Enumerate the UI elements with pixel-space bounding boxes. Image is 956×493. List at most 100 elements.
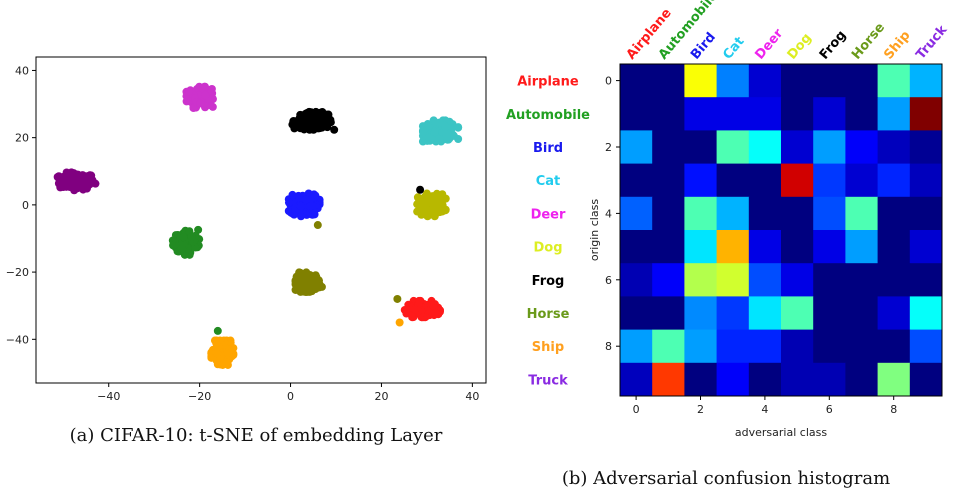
scatter-cluster [168, 225, 204, 259]
y-tick-label: 0 [605, 75, 612, 88]
heatmap-cell [748, 196, 782, 231]
heatmap-cell [652, 263, 685, 297]
scatter-point [187, 232, 196, 241]
column-class-label: Truck [913, 22, 950, 62]
scatter-x-ticks: −40 −20 0 20 40 [97, 383, 479, 403]
scatter-point [299, 285, 308, 294]
heatmap-cell [716, 97, 750, 131]
heatmap-cell [845, 263, 879, 297]
scatter-point [212, 339, 221, 348]
heatmap-cell [684, 64, 718, 98]
scatter-point [59, 183, 68, 192]
heatmap-cell [748, 230, 782, 264]
heatmap-cell [813, 362, 846, 397]
heatmap-cell [652, 230, 685, 264]
heatmap-cell [813, 196, 846, 231]
heatmap-cell [813, 230, 846, 264]
scatter-cluster [284, 189, 324, 221]
y-tick-label: 20 [15, 132, 29, 145]
heatmap-cell [909, 196, 943, 231]
scatter-point [449, 131, 458, 140]
heatmap-cell [877, 97, 911, 131]
heatmap-cell [909, 296, 943, 331]
heatmap-cell [748, 130, 782, 165]
scatter-point [53, 172, 62, 181]
heatmap-cell [845, 196, 879, 231]
x-tick-label: 4 [761, 403, 768, 416]
heatmap-cell [781, 97, 814, 131]
scatter-point [435, 118, 444, 127]
scatter-point [418, 126, 427, 135]
heatmap-cell [877, 230, 911, 264]
scatter-point [410, 305, 419, 314]
scatter-point [60, 176, 69, 185]
column-class-label: Bird [688, 30, 719, 63]
heatmap-frame [619, 63, 943, 397]
scatter-point [441, 194, 450, 203]
heatmap-cell [620, 329, 653, 364]
column-class-label: Frog [817, 28, 850, 63]
heatmap-cell [748, 329, 782, 364]
heatmap-caption: (b) Adversarial confusion histogram [562, 468, 890, 489]
heatmap-cell [813, 263, 846, 297]
heatmap-cell [652, 130, 685, 165]
scatter-point [213, 326, 222, 335]
scatter-cluster [291, 268, 326, 296]
scatter-point [431, 308, 440, 317]
heatmap-cell [813, 163, 846, 198]
scatter-point [201, 82, 210, 91]
heatmap-cell [877, 196, 911, 231]
heatmap-cell [620, 362, 653, 397]
heatmap-cells [620, 64, 943, 397]
x-tick-label: 8 [890, 403, 897, 416]
scatter-point [301, 109, 310, 118]
scatter-points [53, 82, 463, 369]
heatmap-cell [781, 230, 814, 264]
heatmap-cell [909, 263, 943, 297]
heatmap-x-ticks: 0 2 4 6 8 [633, 396, 897, 416]
row-class-label: Deer [531, 207, 566, 222]
scatter-point [310, 190, 319, 199]
heatmap-cell [845, 97, 879, 131]
scatter-point [79, 175, 88, 184]
scatter-point [295, 194, 304, 203]
heatmap-x-axis-label: adversarial class [735, 426, 827, 439]
scatter-point [294, 115, 303, 124]
heatmap-cell [620, 130, 653, 165]
heatmap-cell [909, 130, 943, 165]
scatter-point [427, 135, 436, 144]
y-tick-label: 6 [605, 274, 612, 287]
scatter-point [454, 123, 463, 132]
heatmap-cell [652, 64, 685, 98]
heatmap-cell [620, 163, 653, 198]
scatter-cluster [400, 296, 444, 322]
scatter-point [310, 276, 319, 285]
heatmap-cell [813, 64, 846, 98]
scatter-caption: (a) CIFAR-10: t-SNE of embedding Layer [70, 425, 443, 446]
heatmap-cell [909, 329, 943, 364]
scatter-point [177, 244, 186, 253]
heatmap-cell [877, 362, 911, 397]
heatmap-cell [877, 163, 911, 198]
scatter-point [430, 127, 439, 136]
heatmap-cell [877, 130, 911, 165]
scatter-point [441, 122, 450, 131]
heatmap-cell [909, 64, 943, 98]
heatmap-cell [781, 64, 814, 98]
row-class-label: Truck [528, 373, 568, 388]
heatmap-cell [845, 64, 879, 98]
heatmap-cell [781, 329, 814, 364]
scatter-point [423, 119, 432, 128]
scatter-point [213, 360, 222, 369]
row-class-label: Frog [532, 274, 565, 289]
y-tick-label: 8 [605, 340, 612, 353]
heatmap-cell [813, 97, 846, 131]
heatmap-cell [684, 296, 718, 331]
scatter-point [71, 173, 80, 182]
heatmap-cell [748, 296, 782, 331]
scatter-point [415, 296, 424, 305]
heatmap-cell [877, 64, 911, 98]
heatmap-cell [620, 230, 653, 264]
